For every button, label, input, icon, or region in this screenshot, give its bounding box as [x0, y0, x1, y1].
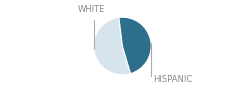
Text: HISPANIC: HISPANIC: [151, 43, 193, 84]
Text: WHITE: WHITE: [78, 6, 105, 49]
Wedge shape: [119, 17, 151, 74]
Wedge shape: [94, 17, 131, 75]
